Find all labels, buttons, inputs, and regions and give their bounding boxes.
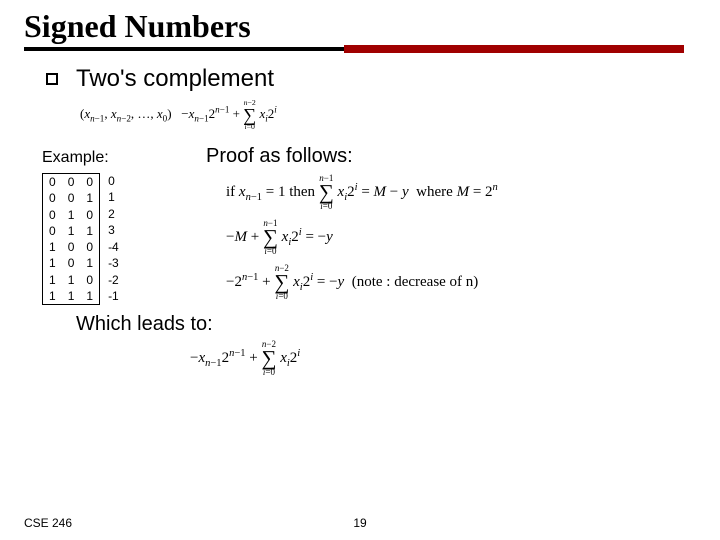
- bit-cell: 0: [62, 190, 81, 206]
- bit-cell: 0: [80, 173, 99, 190]
- bit-cell: 1: [43, 271, 62, 287]
- bullet-text: Two's complement: [76, 65, 274, 93]
- slide-title: Signed Numbers: [0, 0, 720, 47]
- value-cell: 2: [108, 206, 119, 223]
- proof-line-1: if xn−1 = 1 then n−1∑i=0 xi2i = M − y wh…: [206, 168, 720, 213]
- bit-cell: 1: [80, 288, 99, 305]
- bit-cell: 0: [43, 173, 62, 190]
- bit-cell: 0: [80, 271, 99, 287]
- footer: CSE 246 19: [24, 516, 696, 530]
- bullet-row: Two's complement: [0, 51, 720, 93]
- bit-cell: 1: [80, 190, 99, 206]
- value-cell: 0: [108, 173, 119, 190]
- proof-line-2: −M + n−1∑i=0 xi2i = −y: [206, 213, 720, 258]
- table-row: 111: [43, 288, 100, 305]
- bit-cell: 0: [80, 206, 99, 222]
- table-row: 011: [43, 223, 100, 239]
- bullet-square-icon: [46, 73, 58, 85]
- bit-cell: 1: [62, 206, 81, 222]
- value-cell: -2: [108, 272, 119, 289]
- value-cell: 3: [108, 222, 119, 239]
- bit-cell: 1: [43, 239, 62, 255]
- bit-cell: 0: [43, 206, 62, 222]
- bit-cell: 0: [80, 239, 99, 255]
- example-label: Example:: [36, 135, 206, 173]
- bit-cell: 0: [43, 223, 62, 239]
- bit-cell: 0: [62, 239, 81, 255]
- proof-line-3: −2n−1 + n−2∑i=0 xi2i = −y (note : decrea…: [206, 258, 720, 303]
- bit-cell: 0: [43, 190, 62, 206]
- table-row: 100: [43, 239, 100, 255]
- bit-cell: 0: [62, 173, 81, 190]
- tuple-formula: (xn−1, xn−2, …, x0) −xn−12n−1 + n−2∑i=0 …: [0, 93, 720, 131]
- table-row: 010: [43, 206, 100, 222]
- bit-cell: 1: [62, 271, 81, 287]
- page-number: 19: [353, 516, 366, 530]
- bit-cell: 1: [43, 288, 62, 305]
- value-cell: -3: [108, 255, 119, 272]
- table-row: 000: [43, 173, 100, 190]
- bit-cell: 1: [62, 223, 81, 239]
- value-cell: -1: [108, 288, 119, 305]
- value-cell: 1: [108, 189, 119, 206]
- table-row: 001: [43, 190, 100, 206]
- bit-cell: 1: [62, 288, 81, 305]
- which-leads-label: Which leads to:: [0, 305, 720, 336]
- title-underline: [0, 47, 720, 51]
- example-table: 000001010011100101110111 0123-4-3-2-1: [36, 173, 206, 305]
- bit-table: 000001010011100101110111: [42, 173, 100, 305]
- bit-cell: 1: [43, 255, 62, 271]
- footer-left: CSE 246: [24, 516, 72, 530]
- bit-cell: 1: [80, 223, 99, 239]
- table-row: 110: [43, 271, 100, 287]
- table-row: 101: [43, 255, 100, 271]
- value-column: 0123-4-3-2-1: [100, 173, 119, 305]
- value-cell: -4: [108, 239, 119, 256]
- bit-cell: 0: [62, 255, 81, 271]
- final-formula: −xn−12n−1 + n−2∑i=0 xi2i: [0, 336, 720, 377]
- bit-cell: 1: [80, 255, 99, 271]
- proof-label: Proof as follows:: [206, 135, 720, 168]
